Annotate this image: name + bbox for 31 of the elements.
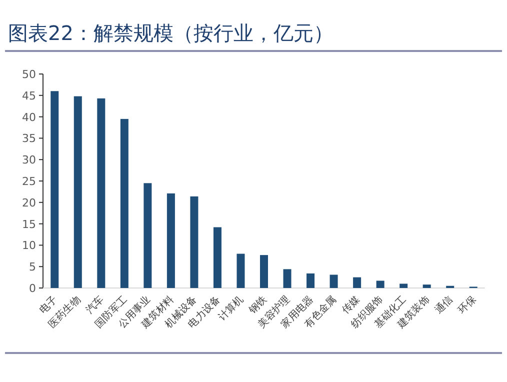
- bar: [400, 284, 408, 288]
- bar: [376, 280, 384, 288]
- y-tick-label: 40: [22, 110, 36, 124]
- bar: [97, 98, 106, 288]
- bar: [422, 284, 431, 288]
- bar: [283, 269, 292, 288]
- bar: [166, 193, 175, 288]
- y-tick-label: 10: [22, 239, 36, 252]
- y-tick-label: 30: [22, 154, 36, 167]
- y-tick-label: 50: [22, 68, 36, 81]
- x-tick-label: 通信: [432, 294, 456, 316]
- bar: [353, 277, 362, 288]
- y-tick-label: 5: [29, 260, 36, 274]
- bar: [236, 254, 245, 288]
- bar: [144, 183, 152, 288]
- bar: [260, 255, 268, 288]
- y-tick-label: 20: [22, 196, 36, 210]
- x-tick-label: 环保: [456, 294, 478, 316]
- bar: [213, 227, 222, 288]
- y-tick-label: 15: [22, 218, 36, 231]
- title: 图表22：解禁规模（按行业，亿元）: [8, 21, 334, 45]
- bar: [190, 196, 198, 288]
- y-tick-label: 45: [22, 89, 36, 102]
- y-tick-label: 0: [29, 282, 36, 295]
- bar: [120, 118, 128, 288]
- bar: [330, 274, 338, 288]
- y-tick-label: 25: [22, 175, 36, 188]
- y-tick-label: 35: [22, 132, 36, 146]
- bar: [50, 91, 59, 288]
- bar: [306, 273, 315, 288]
- bar: [74, 96, 82, 288]
